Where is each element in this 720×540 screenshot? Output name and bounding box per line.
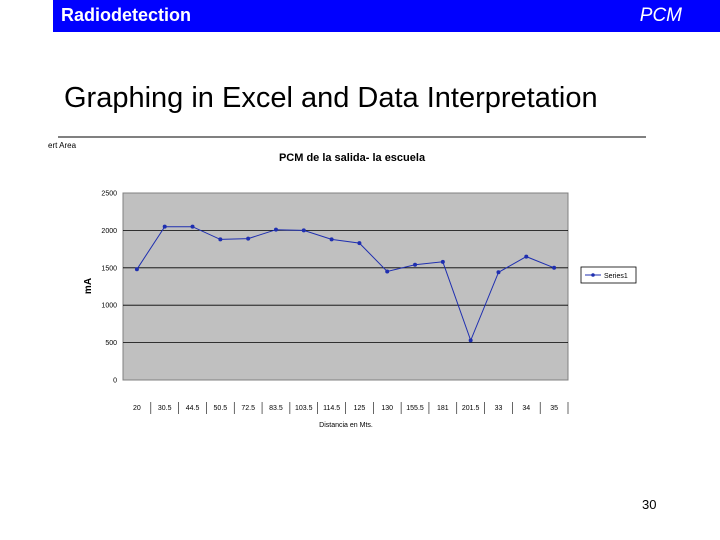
x-tick-label: 114.5	[323, 405, 340, 412]
data-point	[413, 262, 418, 267]
data-point	[357, 241, 362, 246]
data-point	[301, 228, 306, 233]
y-tick-label: 2000	[101, 228, 117, 235]
x-tick-label: 20	[133, 405, 141, 412]
data-point	[273, 227, 278, 232]
x-tick-label: 34	[522, 405, 530, 412]
x-tick-label: 155.5	[406, 405, 424, 412]
x-tick-label: 130	[381, 405, 393, 412]
chart-title: PCM de la salida- la escuela	[279, 152, 426, 164]
data-point	[524, 254, 529, 259]
data-point	[134, 267, 139, 272]
x-tick-label: 103.5	[295, 405, 313, 412]
page-number: 30	[642, 497, 657, 512]
x-axis-ticks: 20 30.5 44.5 50.5 72.5 83.5 103.5 114.5 125 130 15…	[133, 402, 569, 414]
x-tick-label: 33	[495, 405, 503, 412]
x-axis-label: Distancia en Mts.	[319, 422, 373, 429]
legend: Series1	[580, 266, 637, 284]
x-tick-label: 83.5	[269, 405, 283, 412]
line-chart: ert Area PCM de la salida- la escuela 0 5…	[48, 136, 646, 429]
data-point	[496, 270, 501, 275]
series-1	[134, 224, 557, 343]
header-banner: Radiodetection PCM	[53, 0, 720, 32]
data-point	[329, 237, 334, 242]
data-point	[385, 269, 390, 274]
y-tick-label: 2500	[101, 191, 117, 198]
y-tick-label: 0	[113, 378, 117, 385]
legend-label: Series1	[604, 273, 628, 280]
data-point	[440, 259, 445, 264]
chart-frame: ert Area PCM de la salida- la escuela 0 5…	[46, 135, 646, 435]
header-left-label: Radiodetection	[61, 5, 192, 25]
x-tick-label: 125	[354, 405, 366, 412]
y-tick-label: 500	[105, 340, 117, 347]
legend-marker	[591, 273, 595, 277]
y-axis-ticks: 0 500 1000 1500 2000 2500	[101, 191, 117, 385]
slide-title: Graphing in Excel and Data Interpretatio…	[64, 82, 598, 114]
data-point	[468, 338, 473, 343]
plot-area	[122, 192, 569, 381]
chart-corner-label: ert Area	[48, 141, 77, 150]
series-line	[136, 226, 555, 342]
x-tick-label: 181	[437, 405, 449, 412]
y-tick-label: 1000	[101, 303, 117, 310]
x-tick-label: 44.5	[186, 405, 200, 412]
x-tick-label: 72.5	[241, 405, 255, 412]
y-axis-label: mA	[83, 278, 94, 294]
header-right-label: PCM	[639, 5, 682, 26]
gridlines	[123, 230, 568, 344]
y-tick-label: 1500	[101, 265, 117, 272]
data-point	[162, 224, 167, 229]
x-tick-label: 35	[550, 405, 558, 412]
legend-box	[580, 266, 637, 284]
data-point	[246, 236, 251, 241]
x-tick-label: 201.5	[462, 405, 480, 412]
x-tick-label: 30.5	[158, 405, 172, 412]
data-point	[218, 237, 223, 242]
data-point	[190, 224, 195, 229]
data-point	[552, 265, 557, 270]
x-tick-label: 50.5	[214, 405, 228, 412]
